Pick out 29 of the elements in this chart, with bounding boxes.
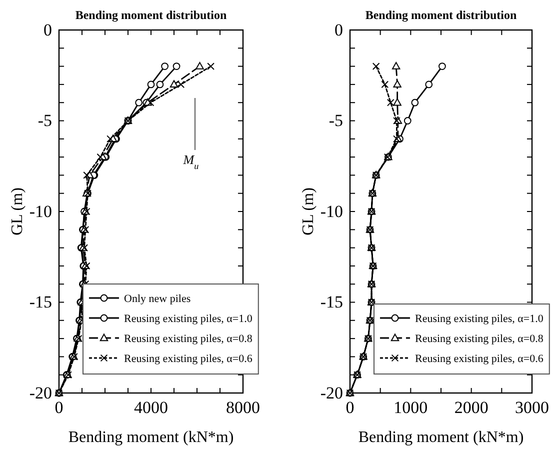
x-tick-label: 1000 — [394, 398, 428, 418]
y-axis-title: GL (m) — [9, 188, 26, 236]
y-tick-label: -20 — [29, 383, 52, 402]
y-tick-label: -20 — [320, 383, 343, 402]
legend-label: Reusing existing piles, α=0.6 — [124, 353, 253, 365]
y-tick-label: 0 — [44, 20, 52, 40]
y-axis-title: GL (m) — [300, 188, 317, 236]
legend-label: Reusing existing piles, α=0.8 — [415, 333, 544, 345]
y-tick-label: -5 — [328, 111, 343, 130]
x-axis-title: Bending moment (kN*m) — [68, 429, 234, 446]
annotation: M$_{u}$ — [182, 152, 200, 171]
x-tick-label: 8000 — [226, 398, 260, 418]
chart-title: Bending moment distribution — [365, 8, 518, 22]
y-tick-label: 0 — [334, 20, 343, 40]
y-tick-label: -10 — [320, 202, 343, 221]
y-tick-label: -15 — [29, 292, 52, 312]
x-tick-label: 4000 — [134, 398, 168, 418]
legend-label: Reusing existing piles, α=1.0 — [124, 313, 253, 325]
y-tick-label: -10 — [29, 202, 52, 221]
y-tick-label: -15 — [320, 292, 343, 312]
x-tick-label: 2000 — [454, 398, 488, 418]
legend-label: Reusing existing piles, α=1.0 — [415, 313, 544, 325]
legend-label: Reusing existing piles, α=0.8 — [124, 333, 253, 345]
legend-label: Reusing existing piles, α=0.6 — [415, 353, 544, 365]
x-axis-title: Bending moment (kN*m) — [358, 429, 524, 446]
x-tick-label: 3000 — [515, 398, 549, 418]
legend-label: Only new piles — [124, 293, 191, 305]
chart-title: Bending moment distribution — [75, 8, 228, 22]
y-tick-label: -5 — [38, 111, 52, 130]
